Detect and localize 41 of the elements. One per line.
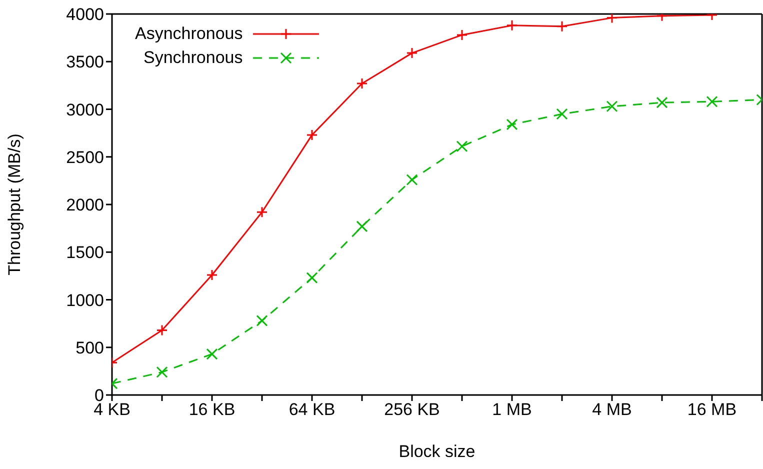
- point: [556, 108, 568, 120]
- point: [306, 272, 318, 284]
- y-tick-label: 1500: [66, 243, 104, 262]
- point: [706, 96, 718, 108]
- point: [306, 129, 318, 141]
- x-tick-label: 4 MB: [592, 400, 632, 420]
- point: [606, 100, 618, 112]
- point: [156, 366, 168, 378]
- legend-label: Asynchronous: [135, 24, 243, 44]
- point: [256, 314, 268, 326]
- y-axis-title: Throughput (MB/s): [5, 134, 24, 276]
- point: [356, 220, 368, 232]
- y-tick-label: 4000: [66, 5, 104, 24]
- x-axis-title: Block size: [398, 442, 476, 461]
- y-tick-label: 2500: [66, 148, 104, 167]
- point: [456, 140, 468, 152]
- point: [506, 20, 518, 32]
- point: [456, 29, 468, 41]
- y-tick-label: 3000: [66, 100, 104, 120]
- x-tick-label: 4 KB: [94, 400, 130, 420]
- point: [356, 78, 368, 90]
- point: [656, 96, 668, 108]
- point: [256, 206, 268, 218]
- point: [506, 118, 518, 130]
- x-tick-label: 1 MB: [492, 400, 532, 420]
- point: [406, 47, 418, 59]
- x-tick-label: 16 MB: [687, 400, 737, 420]
- point: [156, 324, 168, 336]
- x-tick-label: 256 KB: [384, 400, 440, 420]
- point: [406, 174, 418, 186]
- legend-label: Synchronous: [144, 48, 243, 68]
- y-tick-label: 2000: [66, 196, 104, 215]
- x-tick-label: 16 KB: [188, 400, 236, 420]
- x-tick-label: 64 KB: [288, 400, 336, 420]
- point: [556, 20, 568, 32]
- point: [206, 269, 218, 281]
- y-tick-label: 3500: [66, 52, 104, 72]
- point: [206, 348, 218, 360]
- point: [606, 14, 618, 24]
- y-tick-label: 1000: [66, 290, 104, 310]
- y-tick-label: 500: [76, 338, 104, 358]
